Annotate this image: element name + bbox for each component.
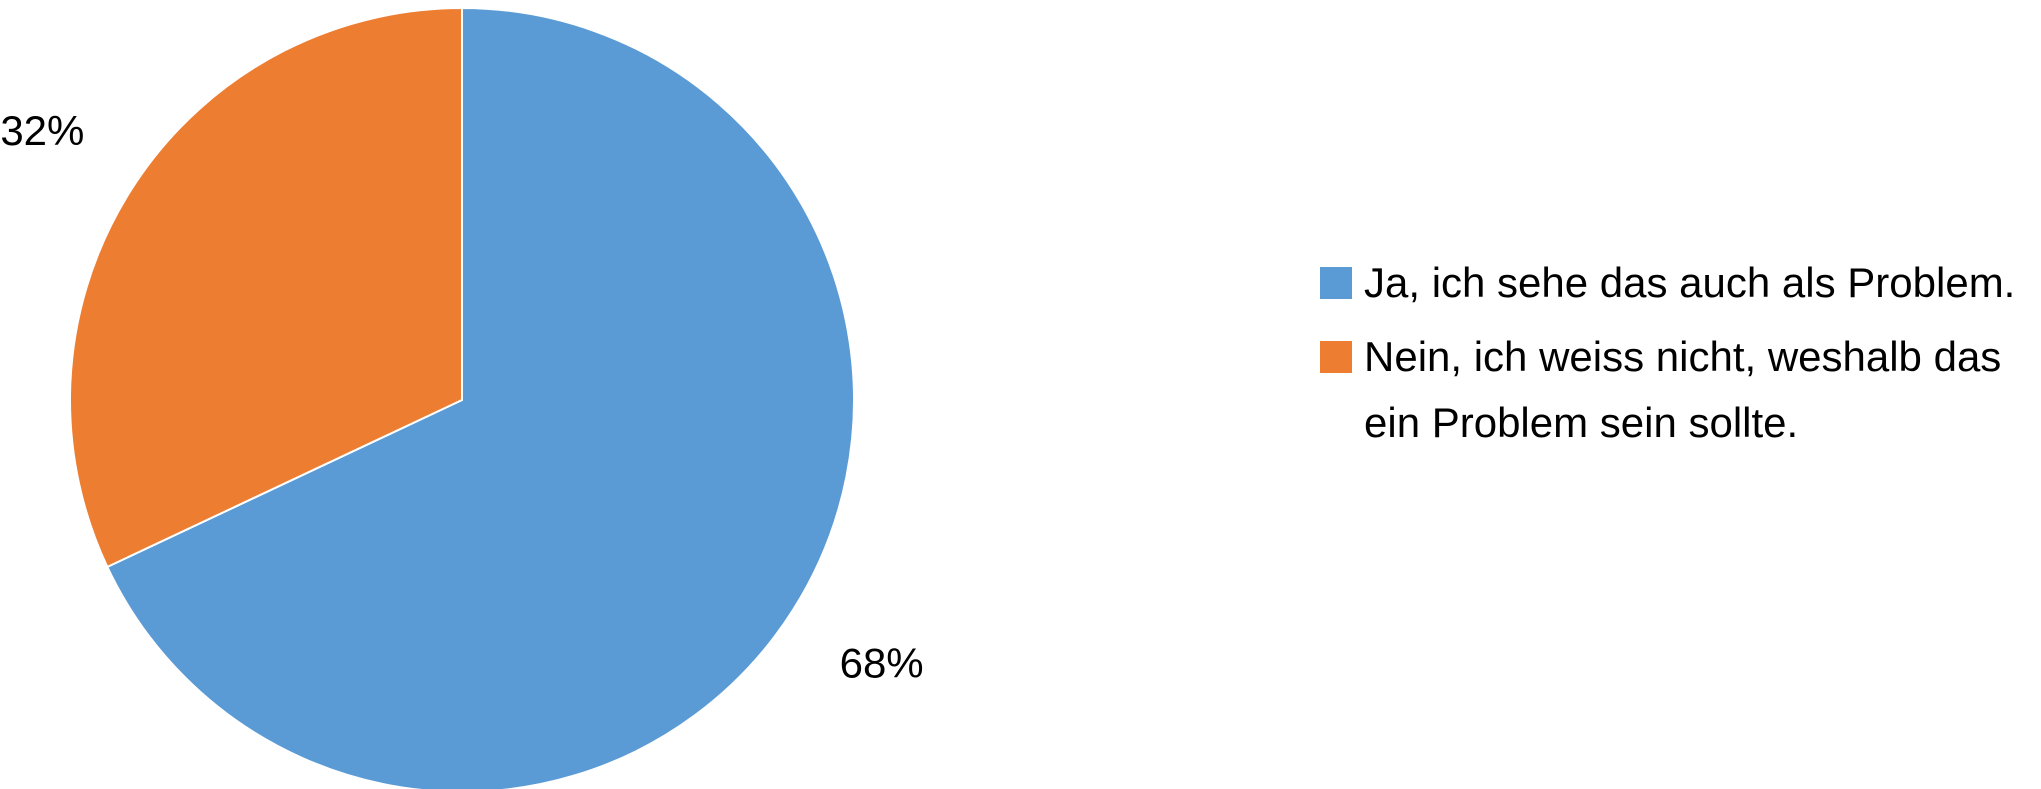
legend-item-no: Nein, ich weiss nicht, weshalb das ein P… — [1320, 324, 2040, 456]
data-label-no: 32% — [0, 107, 84, 154]
pie-data-labels: 68% 32% — [0, 107, 923, 687]
legend-label-no: Nein, ich weiss nicht, weshalb das ein P… — [1364, 333, 2002, 446]
data-label-yes: 68% — [840, 639, 924, 686]
legend: Ja, ich sehe das auch als Problem. Nein,… — [1320, 250, 2040, 464]
pie-slice-yes — [105, 6, 855, 789]
legend-label-yes: Ja, ich sehe das auch als Problem. — [1364, 259, 2016, 306]
legend-swatch-yes — [1320, 267, 1352, 299]
legend-item-yes: Ja, ich sehe das auch als Problem. — [1320, 250, 2040, 316]
pie-slices — [69, 6, 855, 789]
legend-swatch-no — [1320, 341, 1352, 373]
pie-slice-no — [69, 6, 463, 569]
